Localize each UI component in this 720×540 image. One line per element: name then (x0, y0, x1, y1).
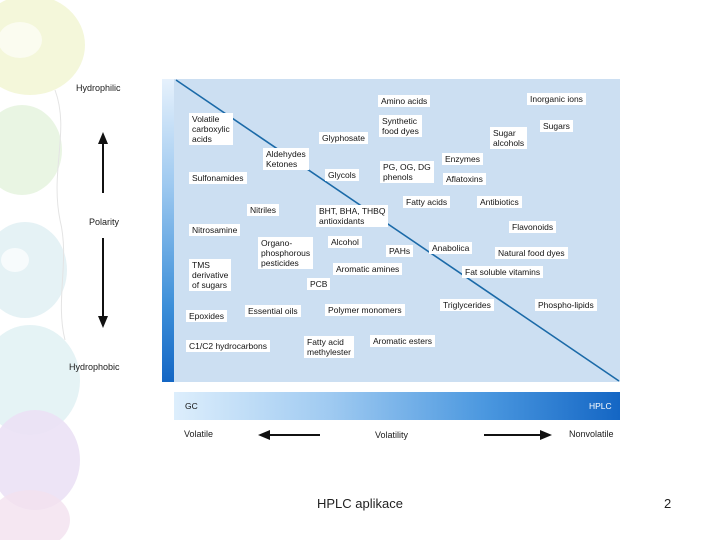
compound-label: Inorganic ions (527, 93, 586, 105)
hplc-application-diagram: Hydrophilic Polarity Hydrophobic GC HPLC… (62, 76, 622, 446)
compound-label: Aflatoxins (443, 173, 486, 185)
compound-label: Natural food dyes (495, 247, 568, 259)
compound-label: Volatile carboxylic acids (189, 113, 233, 145)
compound-label: Antibiotics (477, 196, 522, 208)
polarity-label: Polarity (89, 217, 120, 227)
compound-label: Sugars (540, 120, 573, 132)
hplc-label: HPLC (589, 401, 612, 411)
compound-label: Triglycerides (440, 299, 494, 311)
hydrophilic-label: Hydrophilic (76, 83, 121, 93)
technique-gradient-bar (174, 392, 620, 420)
compound-label: Phospho-lipids (535, 299, 597, 311)
nonvolatile-label: Nonvolatile (569, 429, 614, 439)
compound-label: Flavonoids (509, 221, 557, 233)
compound-label: Sugar alcohols (490, 127, 528, 149)
compound-label: Enzymes (442, 153, 483, 165)
compound-label: Nitriles (247, 204, 279, 216)
slide-footer-title: HPLC aplikace (317, 496, 403, 511)
compound-label: Glyphosate (319, 132, 368, 144)
compound-label: Aromatic esters (370, 335, 436, 347)
compound-label: Alcohol (328, 236, 362, 248)
compound-label: TMS derivative of sugars (189, 259, 232, 291)
compound-label: BHT, BHA, THBQ antioxidants (316, 205, 389, 227)
compound-label: Polymer monomers (325, 304, 405, 316)
compound-label: Essential oils (245, 305, 301, 317)
compound-label: Nitrosamine (189, 224, 241, 236)
polarity-up-arrow-icon (98, 132, 108, 193)
gc-label: GC (185, 401, 198, 411)
volatility-right-arrow-icon (484, 430, 552, 440)
compound-label: Fatty acid methylester (304, 336, 354, 358)
slide-page-number: 2 (664, 496, 672, 511)
compound-label: Fatty acids (403, 196, 451, 208)
compound-label: PCB (307, 278, 331, 290)
volatile-label: Volatile (184, 429, 214, 439)
compound-label: Epoxides (186, 310, 227, 322)
hydrophobic-label: Hydrophobic (69, 362, 120, 372)
compound-label: Fat soluble vitamins (462, 266, 544, 278)
compound-label: Sulfonamides (189, 172, 247, 184)
compound-label: C1/C2 hydrocarbons (186, 340, 270, 352)
compound-label: Anabolica (429, 242, 473, 254)
compound-label: Aromatic amines (333, 263, 403, 275)
compound-label: Organo- phosphorous pesticides (258, 237, 314, 269)
compound-label: PAHs (386, 245, 414, 257)
compound-label: Amino acids (378, 95, 431, 107)
compound-label: Glycols (325, 169, 359, 181)
compound-label: PG, OG, DG phenols (380, 161, 434, 183)
compound-label: Synthetic food dyes (379, 115, 422, 137)
volatility-left-arrow-icon (258, 430, 320, 440)
volatility-label: Volatility (375, 430, 409, 440)
compound-label: Aldehydes Ketones (263, 148, 309, 170)
polarity-down-arrow-icon (98, 238, 108, 328)
